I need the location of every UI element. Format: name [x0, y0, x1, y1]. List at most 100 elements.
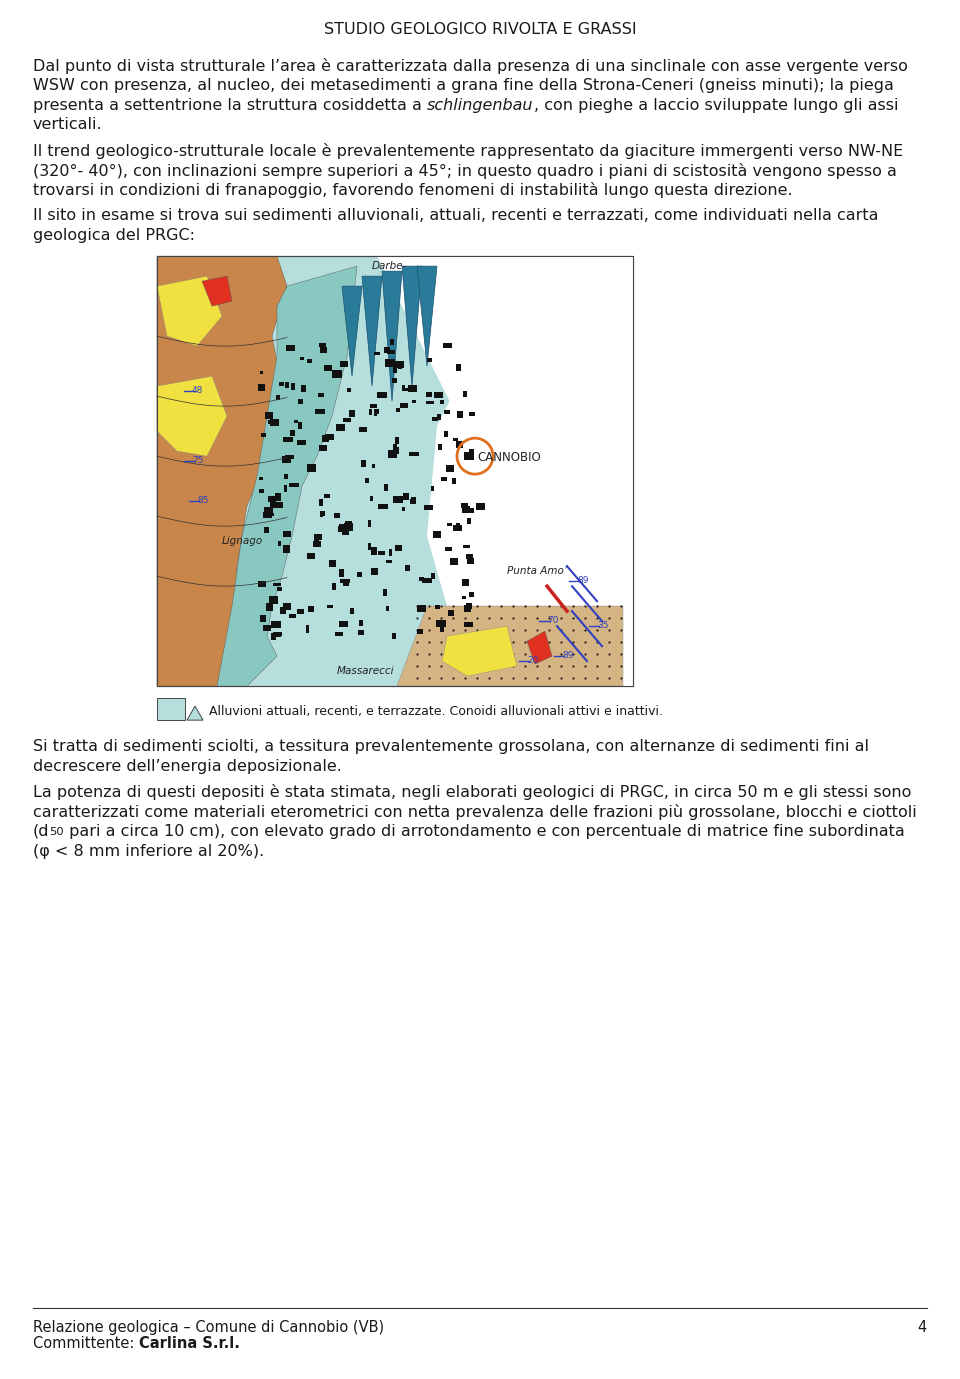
Text: WSW con presenza, al nucleo, dei metasedimenti a grana fine della Strona-Ceneri : WSW con presenza, al nucleo, dei metased…: [33, 77, 894, 92]
Polygon shape: [382, 272, 402, 401]
Bar: [281, 455, 292, 463]
Bar: [279, 607, 286, 614]
Text: 70: 70: [547, 616, 559, 625]
Bar: [387, 350, 395, 354]
Bar: [276, 394, 279, 400]
Bar: [456, 441, 463, 448]
Bar: [468, 412, 475, 416]
Bar: [469, 592, 474, 597]
Bar: [396, 545, 401, 552]
Text: Committente:: Committente:: [33, 1336, 139, 1351]
Bar: [267, 604, 274, 611]
Text: Carlina S.r.l.: Carlina S.r.l.: [139, 1336, 240, 1351]
Text: Relazione geologica – Comune di Cannobio (VB): Relazione geologica – Comune di Cannobio…: [33, 1320, 384, 1335]
Bar: [340, 361, 348, 367]
Bar: [332, 370, 342, 378]
Bar: [283, 531, 291, 536]
Bar: [393, 633, 396, 638]
Polygon shape: [217, 266, 357, 687]
Bar: [332, 582, 336, 590]
Bar: [374, 352, 379, 356]
Bar: [442, 477, 447, 481]
Bar: [283, 603, 291, 610]
Polygon shape: [417, 266, 437, 367]
Bar: [272, 621, 281, 627]
Bar: [464, 452, 474, 459]
Bar: [314, 534, 323, 541]
Bar: [315, 410, 325, 414]
Text: Si tratta di sedimenti sciolti, a tessitura prevalentemente grossolana, con alte: Si tratta di sedimenti sciolti, a tessit…: [33, 739, 869, 754]
Bar: [440, 400, 444, 404]
Bar: [258, 490, 264, 494]
Bar: [306, 625, 309, 633]
Bar: [445, 547, 451, 550]
Bar: [320, 513, 324, 517]
Polygon shape: [342, 287, 362, 376]
Bar: [453, 437, 459, 441]
Bar: [264, 527, 269, 532]
Bar: [365, 479, 370, 484]
Text: 89: 89: [562, 651, 573, 661]
Text: Il sito in esame si trova sui sedimenti alluvionali, attuali, recenti e terrazza: Il sito in esame si trova sui sedimenti …: [33, 208, 878, 223]
Bar: [275, 494, 280, 502]
Text: geologica del PRGC:: geologica del PRGC:: [33, 228, 195, 243]
Text: 20: 20: [527, 656, 539, 665]
Bar: [324, 365, 332, 371]
Bar: [462, 596, 466, 598]
Bar: [319, 499, 323, 506]
Bar: [467, 603, 472, 610]
Bar: [357, 572, 362, 578]
Bar: [462, 506, 470, 513]
Bar: [396, 408, 400, 412]
Bar: [369, 408, 372, 415]
Bar: [378, 505, 388, 509]
Text: , con pieghe a laccio sviluppate lungo gli assi: , con pieghe a laccio sviluppate lungo g…: [534, 98, 898, 113]
Text: (φ < 8 mm inferiore al 20%).: (φ < 8 mm inferiore al 20%).: [33, 844, 264, 859]
Bar: [389, 549, 393, 556]
Bar: [466, 554, 473, 558]
Bar: [431, 485, 434, 491]
Bar: [440, 626, 444, 633]
Bar: [377, 392, 387, 399]
Text: La potenza di questi depositi è stata stimata, negli elaborati geologici di PRGC: La potenza di questi depositi è stata st…: [33, 785, 911, 800]
Bar: [300, 357, 303, 360]
Bar: [307, 465, 316, 472]
Bar: [308, 605, 314, 612]
Polygon shape: [402, 266, 422, 386]
Bar: [270, 596, 278, 604]
Bar: [464, 622, 473, 627]
Bar: [313, 541, 322, 546]
Bar: [433, 531, 441, 538]
Bar: [411, 496, 416, 505]
Bar: [283, 545, 290, 553]
Bar: [266, 513, 274, 517]
Bar: [263, 625, 272, 632]
Polygon shape: [362, 276, 382, 386]
Bar: [431, 574, 435, 579]
Text: 75: 75: [192, 456, 204, 465]
Bar: [271, 419, 279, 426]
Bar: [464, 604, 470, 612]
Bar: [393, 447, 399, 454]
Bar: [349, 411, 355, 418]
Text: 85: 85: [197, 496, 208, 505]
Bar: [384, 484, 388, 491]
Bar: [344, 581, 349, 586]
Bar: [307, 360, 312, 363]
Bar: [424, 505, 433, 510]
Bar: [340, 524, 346, 531]
Bar: [468, 448, 473, 456]
Text: 4: 4: [918, 1320, 927, 1335]
Bar: [327, 605, 333, 608]
Bar: [386, 560, 392, 564]
Text: CANNOBIO: CANNOBIO: [477, 451, 540, 465]
Bar: [410, 499, 415, 503]
Bar: [394, 496, 402, 503]
Text: verticali.: verticali.: [33, 117, 103, 132]
Bar: [370, 404, 377, 408]
Text: Massarecci: Massarecci: [337, 666, 395, 676]
Bar: [450, 558, 458, 565]
Bar: [285, 382, 289, 387]
Bar: [452, 477, 456, 484]
Text: 50: 50: [50, 827, 64, 837]
